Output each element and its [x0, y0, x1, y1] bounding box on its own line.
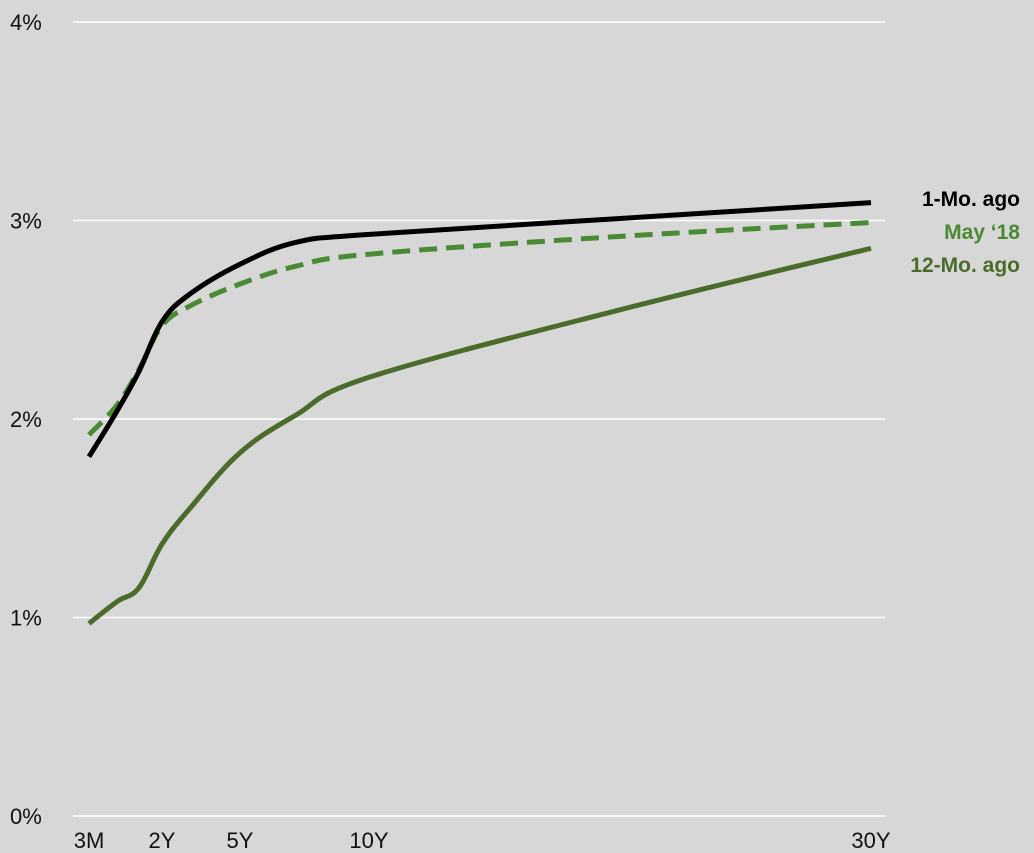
y-tick-label: 4%	[10, 10, 42, 35]
series-lines	[86, 200, 872, 626]
y-tick-label: 2%	[10, 407, 42, 432]
legend-item-1: May ‘18	[944, 221, 1020, 244]
x-tick-label: 30Y	[851, 828, 890, 853]
y-axis-tick-labels: 0% 1% 2% 3% 4%	[10, 10, 42, 829]
legend-item-2: 12-Mo. ago	[910, 254, 1020, 277]
y-tick-label: 3%	[10, 209, 42, 234]
gridlines	[73, 21, 885, 817]
x-tick-label: 2Y	[149, 828, 176, 853]
series-line-2	[87, 245, 872, 626]
legend-item-0: 1-Mo. ago	[922, 188, 1020, 211]
x-axis-tick-labels: 3M 2Y 5Y 10Y 30Y	[74, 828, 891, 853]
x-tick-label: 5Y	[227, 828, 254, 853]
series-line-0	[86, 200, 872, 459]
x-tick-label: 3M	[74, 828, 105, 853]
x-tick-label: 10Y	[349, 828, 388, 853]
y-tick-label: 0%	[10, 804, 42, 829]
y-tick-label: 1%	[10, 606, 42, 631]
series-line-1	[87, 220, 872, 437]
legend: 1-Mo. ago May ‘18 12-Mo. ago	[910, 188, 1020, 277]
